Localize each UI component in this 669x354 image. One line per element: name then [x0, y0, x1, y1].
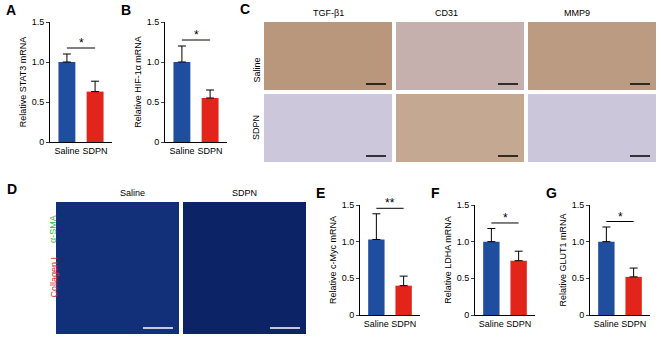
svg-text:0.5: 0.5 — [572, 273, 585, 283]
svg-text:1.0: 1.0 — [572, 237, 585, 247]
svg-text:*: * — [194, 28, 199, 42]
svg-text:A: A — [6, 2, 16, 18]
svg-text:SDPN: SDPN — [251, 115, 261, 140]
svg-text:SDPN: SDPN — [506, 319, 531, 329]
svg-text:1.0: 1.0 — [457, 237, 470, 247]
svg-text:0.5: 0.5 — [32, 97, 45, 107]
svg-text:SDPN: SDPN — [198, 146, 223, 156]
svg-text:Saline: Saline — [120, 188, 145, 198]
svg-text:0: 0 — [464, 310, 469, 320]
svg-text:Relative GLUT1 mRNA: Relative GLUT1 mRNA — [558, 213, 568, 306]
svg-text:1.5: 1.5 — [147, 17, 160, 27]
svg-text:1.5: 1.5 — [342, 200, 355, 210]
svg-text:Saline: Saline — [594, 319, 619, 329]
svg-text:E: E — [316, 185, 325, 201]
svg-text:1.0: 1.0 — [342, 237, 355, 247]
svg-text:Saline: Saline — [169, 146, 194, 156]
svg-text:0: 0 — [349, 310, 354, 320]
svg-text:α-SMA: α-SMA — [48, 215, 58, 243]
svg-text:1.5: 1.5 — [32, 17, 45, 27]
svg-text:Relative HIF-1α mRNA: Relative HIF-1α mRNA — [133, 36, 143, 128]
svg-text:0: 0 — [39, 137, 44, 147]
svg-text:0: 0 — [579, 310, 584, 320]
svg-text:SDPN: SDPN — [232, 188, 257, 198]
svg-text:MMP9: MMP9 — [564, 8, 590, 18]
svg-text:Saline: Saline — [479, 319, 504, 329]
svg-text:1.0: 1.0 — [147, 57, 160, 67]
svg-text:F: F — [431, 185, 440, 201]
svg-text:Saline: Saline — [252, 57, 262, 82]
svg-text:Saline: Saline — [364, 319, 389, 329]
svg-text:SDPN: SDPN — [391, 319, 416, 329]
svg-text:Collagen I: Collagen I — [49, 257, 59, 298]
svg-text:G: G — [546, 185, 557, 201]
svg-text:0.5: 0.5 — [147, 97, 160, 107]
svg-text:B: B — [121, 2, 131, 18]
svg-text:Relative STAT3 mRNA: Relative STAT3 mRNA — [18, 37, 28, 128]
svg-text:0: 0 — [154, 137, 159, 147]
svg-text:1.5: 1.5 — [572, 200, 585, 210]
svg-text:C: C — [240, 1, 250, 17]
svg-text:CD31: CD31 — [435, 8, 458, 18]
svg-text:**: ** — [385, 196, 395, 210]
svg-text:Saline: Saline — [54, 146, 79, 156]
svg-text:D: D — [7, 181, 17, 197]
svg-text:Relative LDHA mRNA: Relative LDHA mRNA — [443, 216, 453, 304]
svg-text:0.5: 0.5 — [342, 273, 355, 283]
svg-text:1.0: 1.0 — [32, 57, 45, 67]
svg-text:TGF-β1: TGF-β1 — [313, 8, 344, 18]
svg-text:*: * — [79, 36, 84, 50]
svg-text:0.5: 0.5 — [457, 273, 470, 283]
svg-text:*: * — [503, 211, 508, 225]
svg-text:SDPN: SDPN — [83, 146, 108, 156]
svg-text:SDPN: SDPN — [621, 319, 646, 329]
svg-text:Relative c-Myc mRNA: Relative c-Myc mRNA — [328, 216, 338, 304]
svg-text:*: * — [618, 210, 623, 224]
svg-text:1.5: 1.5 — [457, 200, 470, 210]
